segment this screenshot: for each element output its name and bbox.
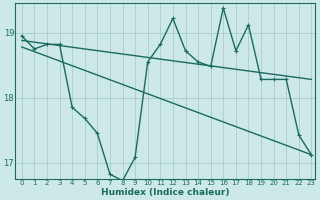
X-axis label: Humidex (Indice chaleur): Humidex (Indice chaleur) (101, 188, 230, 197)
